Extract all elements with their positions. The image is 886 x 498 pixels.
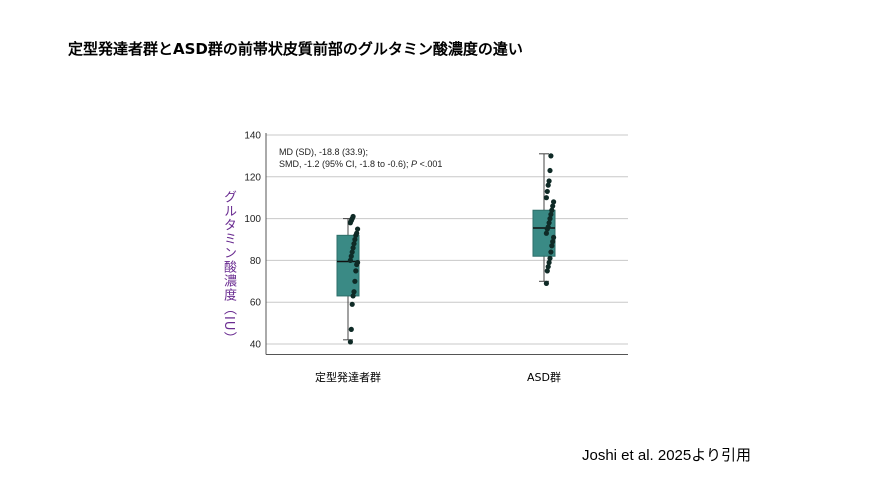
axes [265,133,628,355]
group-2-point [550,203,556,209]
group-1-point [355,226,361,232]
y-tick-label-100: 100 [244,214,261,225]
group-1-point [349,301,355,307]
y-tick-label-120: 120 [244,172,261,183]
group-1-point [353,268,359,274]
group-1-point [349,249,355,255]
group-2-point [545,182,551,188]
group-2-point [548,211,554,218]
y-tick-label-140: 140 [244,131,261,142]
group-1-point [350,245,356,251]
y-tick-label-60: 60 [250,298,262,309]
group-2-point [546,259,552,266]
group-2-point [546,178,552,184]
annotation-p-symbol: P [411,159,417,169]
group-2-point [549,243,555,249]
group-2-point [546,220,552,226]
annotation-p-value: <.001 [417,159,442,169]
y-axis-label: グルタミン酸濃度（IU） [221,190,236,346]
group-1-point [351,289,357,295]
box-series [336,153,556,341]
group-2-point [543,195,550,201]
gridlines [266,134,628,345]
group-2-point [551,199,557,205]
group-2-point [543,230,550,236]
citation-text: Joshi et al. 2025より引用 [582,447,751,464]
group-1-point [348,326,354,332]
group-1-point [352,236,358,243]
category-label-1: 定型発達者群 [315,370,381,384]
group-2-point [550,238,556,245]
annotation-line-2: SMD, -1.2 (95% CI, -1.8 to -0.6); P <.00… [279,159,442,169]
group-2-point [543,280,550,286]
y-tick-labels: 40 60 80 100 120 140 [244,131,261,351]
page-title: 定型発達者群とASD群の前帯状皮質前部のグルタミン酸濃度の違い [68,40,523,58]
group-1-point [348,253,354,259]
group-2-point [545,264,551,270]
group-1-point [352,278,358,284]
group-2-point [545,224,551,230]
category-label-2: ASD群 [527,370,561,384]
group-1-point [355,259,361,266]
group-2-point [547,216,553,222]
data-points [347,153,557,345]
group-2-point [544,188,550,195]
group-1-point [347,257,353,263]
group-2-point [548,153,554,159]
y-tick-label-80: 80 [250,256,262,267]
group-1-point [350,293,356,299]
group-1-point [351,241,357,247]
group-1-point [347,339,353,345]
group-2-point [547,255,553,261]
group-2-point [544,268,550,274]
annotation-smd: SMD, -1.2 (95% CI, -1.8 to -0.6); [279,159,411,169]
annotation-line-1: MD (SD), -18.8 (33.9); [279,147,368,157]
category-labels: 定型発達者群 ASD群 [315,370,561,384]
group-2-point [549,207,555,213]
y-tick-label-40: 40 [250,340,262,351]
group-2-point [548,249,554,255]
group-2-point [551,234,557,241]
group-1-point [354,230,360,236]
group-1-point [350,213,356,220]
group-2-point [547,167,553,174]
